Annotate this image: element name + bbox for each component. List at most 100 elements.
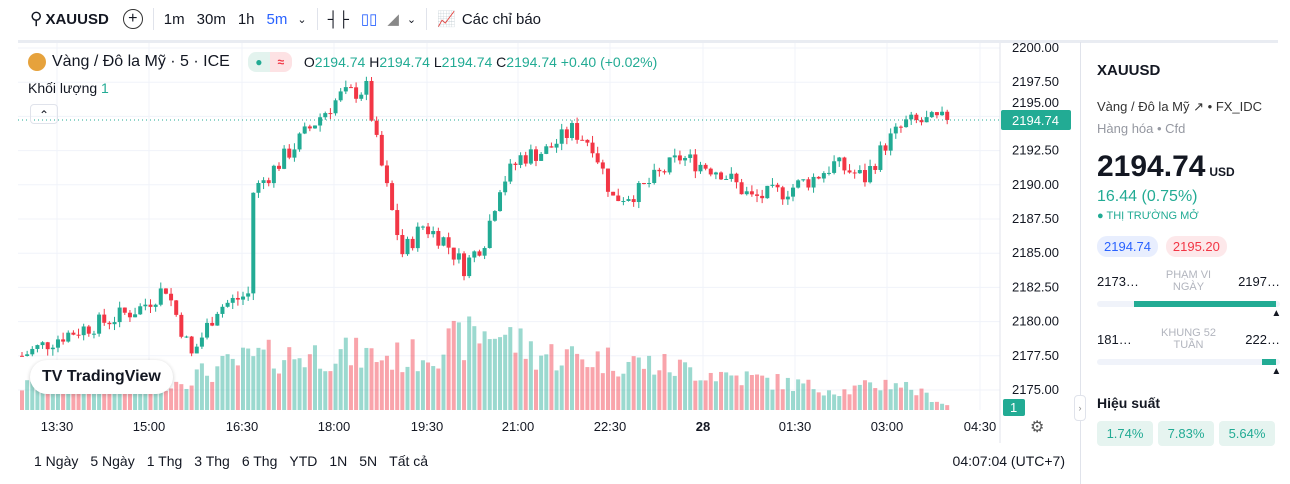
- candle-body: [410, 238, 415, 249]
- area-chart-icon[interactable]: ◢: [387, 11, 399, 28]
- candle-body: [76, 334, 81, 336]
- volume-bar: [472, 326, 477, 410]
- candle-body: [328, 113, 333, 115]
- candle-body: [292, 149, 297, 158]
- candle-body: [359, 94, 364, 99]
- volume-bar: [534, 369, 538, 410]
- volume-bar: [91, 381, 96, 410]
- interval-5m[interactable]: 5m: [266, 10, 288, 28]
- volume-bar: [729, 375, 734, 410]
- volume-bar: [821, 395, 826, 410]
- symbol-name-link[interactable]: Vàng / Đô la Mỹ: [1097, 99, 1190, 114]
- candle-body: [25, 354, 30, 356]
- volume-bar: [523, 358, 528, 410]
- time-tick: 22:30: [594, 419, 627, 434]
- chevron-down-icon[interactable]: ⌄: [406, 13, 417, 26]
- candle-body: [816, 176, 821, 179]
- chevron-down-icon[interactable]: ⌄: [297, 13, 307, 26]
- price-chart[interactable]: 2200.00 2197.50 2195.00 2192.50 2190.00 2187.…: [18, 43, 1075, 443]
- candle-body: [559, 129, 564, 144]
- range-1m[interactable]: 1 Thg: [146, 453, 183, 469]
- candle-body: [66, 332, 71, 342]
- candle-body: [364, 80, 369, 95]
- interval-30m[interactable]: 30m: [196, 10, 226, 28]
- market-status-pill[interactable]: ● ≈: [247, 52, 292, 72]
- candle-body: [102, 314, 107, 323]
- external-link-icon[interactable]: ↗: [1193, 99, 1205, 114]
- volume-bar: [384, 355, 389, 410]
- perf-1m[interactable]: 7.83%: [1158, 421, 1214, 446]
- interval-1m[interactable]: 1m: [163, 10, 185, 28]
- candle-chart-icon[interactable]: ▯▯: [360, 11, 378, 28]
- search-icon[interactable]: ⚲: [30, 9, 43, 28]
- candle-body: [271, 165, 276, 184]
- range-1d[interactable]: 1 Ngày: [34, 453, 79, 469]
- candle-body: [384, 165, 389, 184]
- candle-body: [318, 117, 323, 126]
- bar-chart-icon[interactable]: ┤├: [327, 10, 349, 28]
- candle-body: [667, 157, 672, 173]
- side-price-row: 2194.74 USD: [1097, 150, 1235, 183]
- tradingview-logo[interactable]: TV TradingView: [30, 360, 173, 394]
- candle-body: [179, 314, 184, 337]
- volume-bar: [672, 375, 677, 410]
- perf-1w[interactable]: 1.74%: [1097, 421, 1153, 446]
- candle-body: [929, 112, 934, 118]
- interval-1h[interactable]: 1h: [237, 10, 255, 28]
- candle-body: [564, 129, 569, 138]
- market-status: ● THỊ TRƯỜNG MỞ: [1097, 210, 1199, 222]
- indicators-button[interactable]: Các chỉ báo: [461, 10, 542, 28]
- candle-body: [261, 180, 266, 184]
- side-category: Hàng hóa • Cfd: [1097, 121, 1186, 136]
- candle-body: [482, 248, 487, 256]
- volume-bar: [199, 363, 204, 410]
- candle-body: [811, 176, 816, 188]
- range-1y[interactable]: 1N: [329, 453, 348, 469]
- candle-body: [518, 155, 523, 165]
- candle-body: [302, 126, 307, 134]
- candle-body: [487, 220, 492, 249]
- indicators-icon[interactable]: 📈: [437, 11, 456, 28]
- volume-bar: [909, 389, 914, 410]
- candle-body: [749, 191, 754, 195]
- volume-bar: [744, 371, 749, 410]
- range-3m[interactable]: 3 Thg: [194, 453, 230, 469]
- volume-bar: [307, 354, 312, 410]
- volume-bar: [605, 347, 610, 410]
- ask-chip: 2195.20: [1165, 236, 1227, 257]
- volume-bar: [456, 322, 461, 410]
- candle-body: [127, 312, 132, 318]
- volume-bar: [883, 379, 888, 410]
- time-tick: 28: [696, 419, 710, 434]
- candle-body: [441, 237, 446, 246]
- time-tick: 18:00: [318, 419, 351, 434]
- range-6m[interactable]: 6 Thg: [241, 453, 278, 469]
- settings-gear-icon[interactable]: ⚙: [1030, 419, 1045, 436]
- collapse-legend-button[interactable]: ⌃: [30, 104, 58, 124]
- side-name-row: Vàng / Đô la Mỹ ↗ • FX_IDC: [1097, 99, 1263, 114]
- perf-3m[interactable]: 5.64%: [1219, 421, 1275, 446]
- volume-bar: [25, 380, 30, 410]
- last-price-label: 2194.74: [1012, 113, 1059, 128]
- range-all[interactable]: Tất cả: [389, 453, 429, 469]
- symbol-search[interactable]: XAUUSD: [45, 10, 109, 28]
- range-ytd[interactable]: YTD: [289, 453, 318, 469]
- add-symbol-button[interactable]: +: [122, 9, 143, 29]
- candle-body: [189, 336, 194, 354]
- toolbar: ⚲ XAUUSD + 1m 30m 1h 5m ⌄ ┤├ ▯▯ ◢ ⌄ 📈 Cá…: [0, 0, 1290, 38]
- range-5y[interactable]: 5N: [359, 453, 378, 469]
- panel-toggle-button[interactable]: ›: [1074, 395, 1086, 421]
- time-tick: 16:30: [226, 419, 259, 434]
- symbol-title: Vàng / Đô la Mỹ · 5 · ICE: [52, 53, 230, 70]
- volume-bar: [693, 380, 698, 410]
- volume-badge: [1003, 399, 1025, 416]
- volume-bar: [662, 353, 667, 410]
- volume-bar: [611, 370, 616, 410]
- clock[interactable]: 04:07:04 (UTC+7): [952, 453, 1065, 469]
- volume-bar: [677, 359, 682, 410]
- volume-bar: [169, 388, 174, 410]
- volume-bar: [230, 358, 235, 410]
- volume-bar: [708, 372, 713, 410]
- range-5d[interactable]: 5 Ngày: [90, 453, 135, 469]
- candle-body: [277, 165, 281, 169]
